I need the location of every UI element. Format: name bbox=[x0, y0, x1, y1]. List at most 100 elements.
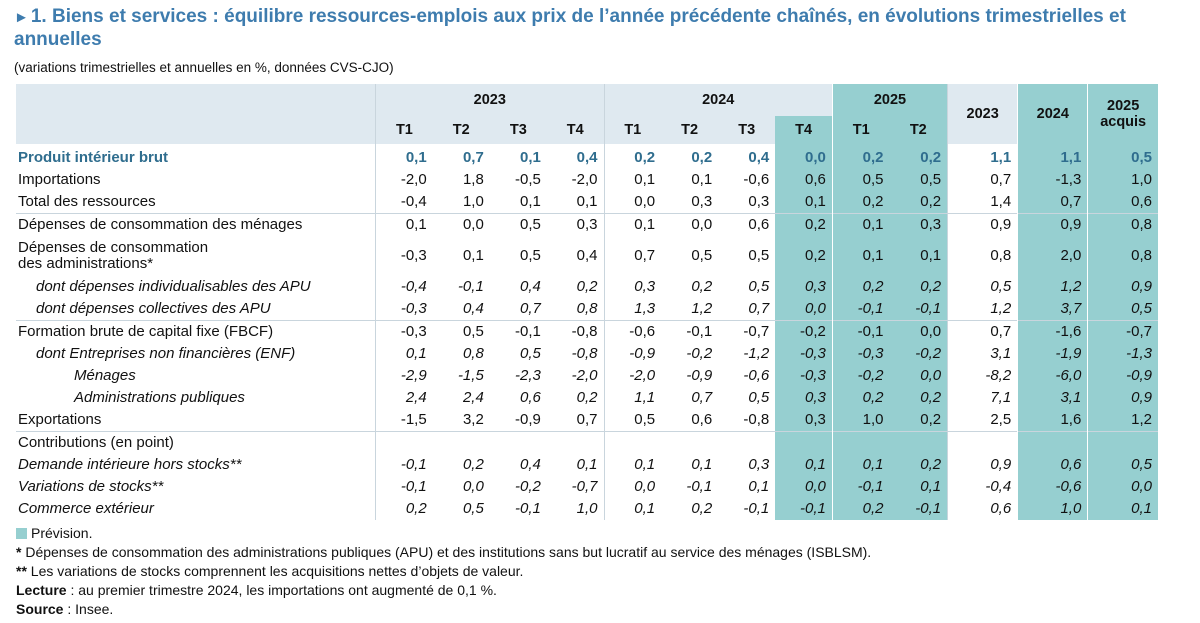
row-contributions-heading: Contributions (en point) bbox=[16, 431, 1158, 454]
table-cell: -0,3 bbox=[375, 236, 433, 276]
table-cell: 0,1 bbox=[603, 169, 662, 191]
table-cell: 0,0 bbox=[603, 191, 662, 214]
row-label: Commerce extérieur bbox=[18, 500, 154, 517]
table-cell: 0,1 bbox=[603, 213, 662, 236]
table-cell: 0,6 bbox=[718, 213, 776, 236]
table-subtitle: (variations trimestrielles et annuelles … bbox=[14, 60, 394, 75]
table-cell: 0,5 bbox=[1087, 144, 1158, 169]
table-cell: -0,1 bbox=[457, 278, 484, 295]
table-cell: 0,4 bbox=[576, 149, 598, 166]
table-cell: 0,9 bbox=[1087, 276, 1158, 298]
table-cell: 0,5 bbox=[889, 169, 948, 191]
table-cell: 0,9 bbox=[947, 213, 1018, 236]
table-cell: 0,1 bbox=[889, 236, 948, 276]
row-label: Dépenses de consommation des ménages bbox=[16, 213, 376, 236]
source-label: Source bbox=[16, 601, 64, 617]
table-cell: 1,0 bbox=[831, 409, 890, 432]
table-cell: 0,7 bbox=[520, 300, 541, 317]
table-cell: -0,5 bbox=[515, 171, 541, 188]
row-label: Variations de stocks** bbox=[18, 478, 164, 495]
table-cell: 0,7 bbox=[576, 411, 598, 428]
table-cell: 0,1 bbox=[748, 478, 770, 495]
row-label: dont Entreprises non financières (ENF) bbox=[36, 345, 296, 362]
row-label: Formation brute de capital fixe (FBCF) bbox=[16, 320, 376, 343]
table-cell: 0,7 bbox=[947, 169, 1018, 191]
table-cell: -1,6 bbox=[1017, 320, 1088, 343]
header-annual-2025-year: 2025 bbox=[1107, 98, 1140, 114]
header-quarter: T2 bbox=[889, 116, 948, 144]
table-cell: 0,4 bbox=[576, 247, 598, 264]
table-cell: 1,6 bbox=[1017, 409, 1088, 432]
table-cell: -1,3 bbox=[1017, 169, 1088, 191]
table-cell bbox=[546, 431, 604, 454]
table-cell: 0,7 bbox=[462, 149, 484, 166]
row-demande-interieure: Demande intérieure hors stocks** -0,1 0,2 0… bbox=[16, 454, 1158, 476]
row-conso-administrations: Dépenses de consommation des administrati… bbox=[16, 236, 1158, 276]
table-cell: 0,3 bbox=[775, 387, 833, 409]
table-cell: 0,1 bbox=[603, 498, 662, 520]
table-cell: 0,5 bbox=[748, 278, 770, 295]
table-cell: -0,6 bbox=[603, 320, 662, 343]
row-label: dont dépenses individualisables des APU bbox=[36, 278, 311, 295]
table-cell: 0,2 bbox=[889, 409, 948, 432]
row-exportations: Exportations -1,5 3,2 -0,9 0,7 0,5 0,6 -0,8 0,3 1… bbox=[16, 409, 1158, 432]
table-cell: 0,1 bbox=[831, 454, 890, 476]
table-cell: -0,4 bbox=[375, 276, 433, 298]
table-cell: -0,6 bbox=[1017, 476, 1088, 498]
table-cell: 0,1 bbox=[375, 343, 433, 365]
table-cell: -0,6 bbox=[743, 367, 770, 384]
table-cell: 0,0 bbox=[775, 298, 833, 321]
table-cell: 0,2 bbox=[691, 149, 713, 166]
table-cell: 0,3 bbox=[889, 213, 948, 236]
table-cell: 0,1 bbox=[375, 213, 433, 236]
footnote-stocks-marker: ** bbox=[16, 563, 27, 579]
table-cell: 0,0 bbox=[432, 213, 490, 236]
table-cell: 7,1 bbox=[947, 387, 1018, 409]
table-cell: 0,1 bbox=[520, 149, 541, 166]
table-cell: 0,6 bbox=[520, 389, 541, 406]
table-cell: 0,7 bbox=[603, 236, 662, 276]
table-cell: 0,2 bbox=[831, 387, 890, 409]
table-cell: -0,1 bbox=[831, 476, 890, 498]
table-cell bbox=[661, 431, 719, 454]
table-cell: -0,1 bbox=[889, 498, 948, 520]
table-cell: 0,1 bbox=[831, 236, 890, 276]
data-table: 2023 2024 2025 2023 2024 2025 acquis T1 T… bbox=[16, 84, 1158, 520]
table-cell: 0,2 bbox=[831, 191, 890, 214]
table-cell: -0,7 bbox=[1087, 320, 1158, 343]
lecture-label: Lecture bbox=[16, 582, 67, 598]
table-cell: 0,4 bbox=[520, 278, 541, 295]
table-cell: 0,4 bbox=[520, 456, 541, 473]
header-quarter: T3 bbox=[489, 116, 547, 144]
table-cell: 0,5 bbox=[1087, 454, 1158, 476]
table-cell: 1,2 bbox=[1017, 276, 1088, 298]
row-fbcf-menages: Ménages -2,9 -1,5 -2,3 -2,0 -2,0 -0,9 -0,6 -0,3-… bbox=[16, 365, 1158, 387]
table-cell: 0,1 bbox=[691, 456, 713, 473]
table-cell: -0,8 bbox=[743, 411, 770, 428]
table-cell: 0,9 bbox=[1017, 213, 1088, 236]
header-quarter: T1 bbox=[375, 116, 433, 144]
table-cell: -0,1 bbox=[489, 320, 547, 343]
legend-forecast: Prévision. bbox=[16, 524, 871, 543]
table-cell: 0,5 bbox=[432, 320, 490, 343]
table-cell: 1,3 bbox=[603, 298, 662, 321]
table-cell: -1,9 bbox=[1017, 343, 1088, 365]
table-cell: 0,0 bbox=[603, 476, 662, 498]
table-cell: 0,3 bbox=[775, 276, 833, 298]
header-quarter: T2 bbox=[432, 116, 490, 144]
table-cell: 0,5 bbox=[520, 247, 541, 264]
table-cell: -0,1 bbox=[831, 320, 890, 343]
table-cell: 0,1 bbox=[889, 476, 948, 498]
table-cell: 1,2 bbox=[947, 298, 1018, 321]
table-cell: 0,2 bbox=[375, 498, 433, 520]
table-cell: 1,1 bbox=[603, 387, 662, 409]
footnotes: Prévision. * Dépenses de consommation de… bbox=[16, 524, 871, 619]
table-title-text: 1. Biens et services : équilibre ressour… bbox=[14, 6, 1126, 50]
table-cell: -0,1 bbox=[375, 454, 433, 476]
table-cell: 1,0 bbox=[462, 193, 484, 210]
table-cell: -1,2 bbox=[743, 345, 770, 362]
table-cell: -0,4 bbox=[375, 191, 433, 214]
table-cell: 3,7 bbox=[1017, 298, 1088, 321]
table-cell: -8,2 bbox=[947, 365, 1018, 387]
table-cell: -2,0 bbox=[571, 367, 598, 384]
